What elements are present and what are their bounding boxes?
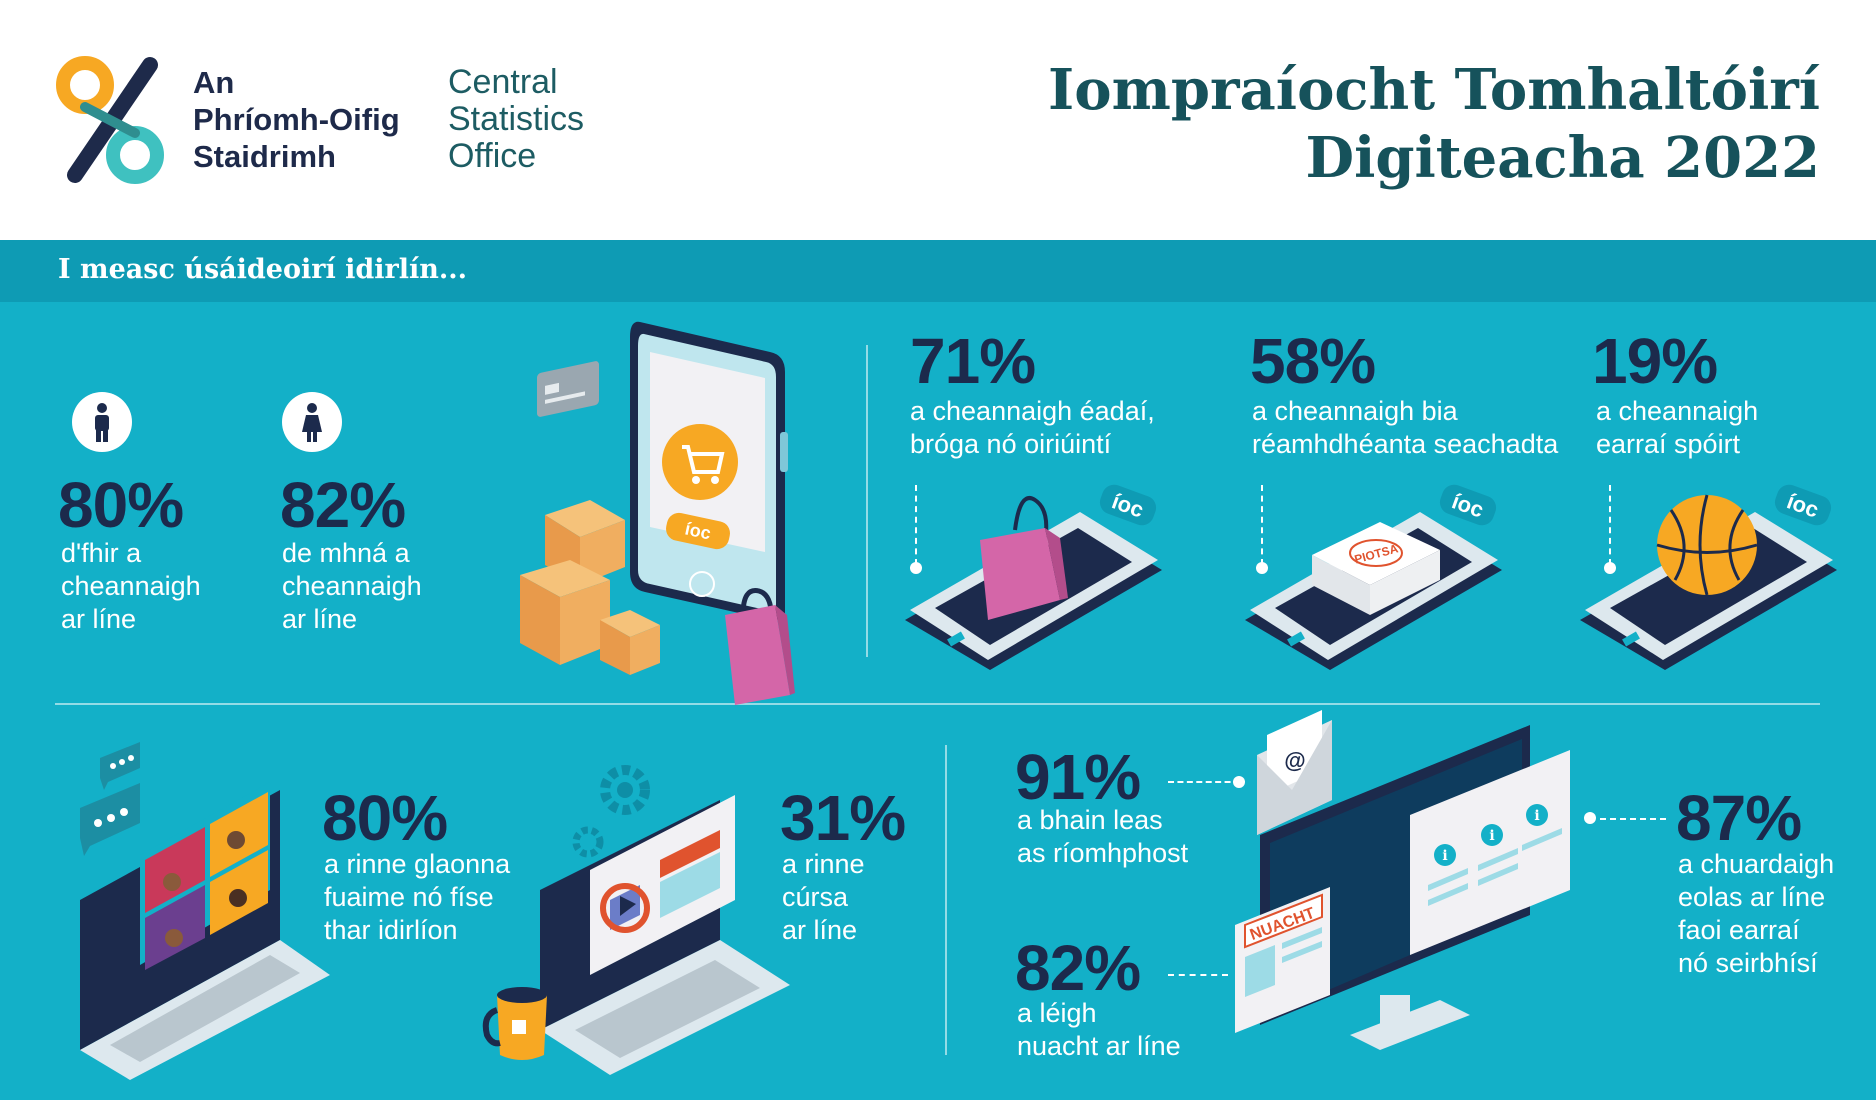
cso-logo-icon: [56, 56, 164, 184]
cardboard-box-icon: [520, 500, 660, 675]
stat-clothes-percent: 71%: [910, 325, 1036, 397]
shopping-bag-icon: [725, 588, 795, 705]
connector-line: [1609, 485, 1611, 565]
stat-info-search-percent: 87%: [1676, 782, 1802, 854]
divider-horizontal: [55, 703, 1820, 705]
section-band: I measc úsáideoirí idirlín...: [0, 240, 1876, 302]
stat-sports-label: a cheannaigh earraí spóirt: [1596, 396, 1759, 459]
stat-email-percent: 91%: [1015, 741, 1141, 813]
smartphone-shop-icon: íoc: [630, 321, 788, 621]
chat-bubble-icon: [80, 742, 140, 856]
connector-dot: [1256, 562, 1268, 574]
at-sign: @: [1284, 748, 1305, 773]
info-label: i: [1534, 808, 1539, 824]
stat-clothes-label: a cheannaigh éadaí, bróga nó oiriúintí: [910, 396, 1155, 459]
stat-men-percent: 80%: [58, 469, 184, 541]
stat-food-label: a cheannaigh bia réamhdhéanta seachadta: [1252, 396, 1559, 459]
section-heading: I measc úsáideoirí idirlín...: [58, 254, 468, 285]
logo-ga-line: Phríomh-Oifig: [193, 102, 400, 137]
stat-video-calls-label: a rinne glaonna fuaime nó físe thar idir…: [324, 849, 511, 945]
stat-food-percent: 58%: [1250, 325, 1376, 397]
stat-women-percent: 82%: [280, 469, 406, 541]
credit-card-icon: [537, 361, 599, 417]
laptop-video-call-icon: [80, 782, 330, 1080]
header: An Phríomh-Oifig Staidrimh Central Stati…: [0, 0, 1876, 240]
stat-video-calls-percent: 80%: [322, 782, 448, 854]
stat-online-course-percent: 31%: [780, 782, 906, 854]
divider-vertical: [866, 345, 868, 657]
logo-ga-line: An: [193, 65, 235, 100]
logo-en-line: Office: [448, 137, 537, 175]
stat-email-label: a bhain leas as ríomhphost: [1017, 805, 1189, 868]
connector-line: [1168, 974, 1228, 976]
divider-vertical: [945, 745, 947, 1055]
logo-english-name: Central Statistics Office: [448, 64, 584, 175]
connector-dot: [1584, 812, 1596, 824]
phone-pizza-box-icon: íoc PIOTSA: [1245, 484, 1502, 670]
male-person-icon: [72, 392, 132, 452]
logo-irish-name: An Phríomh-Oifig Staidrimh: [193, 64, 400, 175]
stat-online-course-label: a rinne cúrsa ar líne: [782, 849, 865, 945]
connector-line: [915, 485, 917, 565]
phone-shopping-bag-icon: íoc: [905, 484, 1162, 670]
info-label: i: [1442, 848, 1447, 864]
stat-sports-percent: 19%: [1592, 325, 1718, 397]
envelope-icon: @: [1257, 710, 1332, 835]
logo-en-line: Statistics: [448, 100, 585, 138]
female-person-icon: [282, 392, 342, 452]
stat-women-label: de mhná a cheannaigh ar líne: [282, 538, 422, 634]
logo-ga-line: Staidrimh: [193, 139, 336, 174]
title-line: Digiteacha 2022: [1305, 125, 1821, 191]
connector-dot: [1233, 776, 1245, 788]
gear-icon: [572, 765, 650, 858]
stat-info-search-label: a chuardaigh eolas ar líne faoi earraí n…: [1678, 849, 1835, 978]
stat-men-label: d'fhir a cheannaigh ar líne: [61, 538, 201, 634]
logo-en-line: Central: [448, 63, 558, 101]
title-line: Iompraíocht Tomhaltóirí: [1048, 57, 1820, 123]
info-label: i: [1489, 828, 1494, 844]
coffee-mug-icon: [482, 987, 547, 1060]
connector-dot: [910, 562, 922, 574]
page-title: Iompraíocht Tomhaltóirí Digiteacha 2022: [1048, 56, 1820, 192]
connector-line: [1600, 818, 1666, 820]
stat-news-label: a léigh nuacht ar líne: [1017, 998, 1181, 1061]
monitor-icon: i i i NUACHT: [1235, 725, 1570, 1050]
connector-line: [1168, 781, 1240, 783]
connector-dot: [1604, 562, 1616, 574]
phone-basketball-icon: íoc: [1580, 484, 1837, 670]
connector-line: [1261, 485, 1263, 565]
laptop-course-icon: [540, 795, 790, 1075]
stat-news-percent: 82%: [1015, 932, 1141, 1004]
